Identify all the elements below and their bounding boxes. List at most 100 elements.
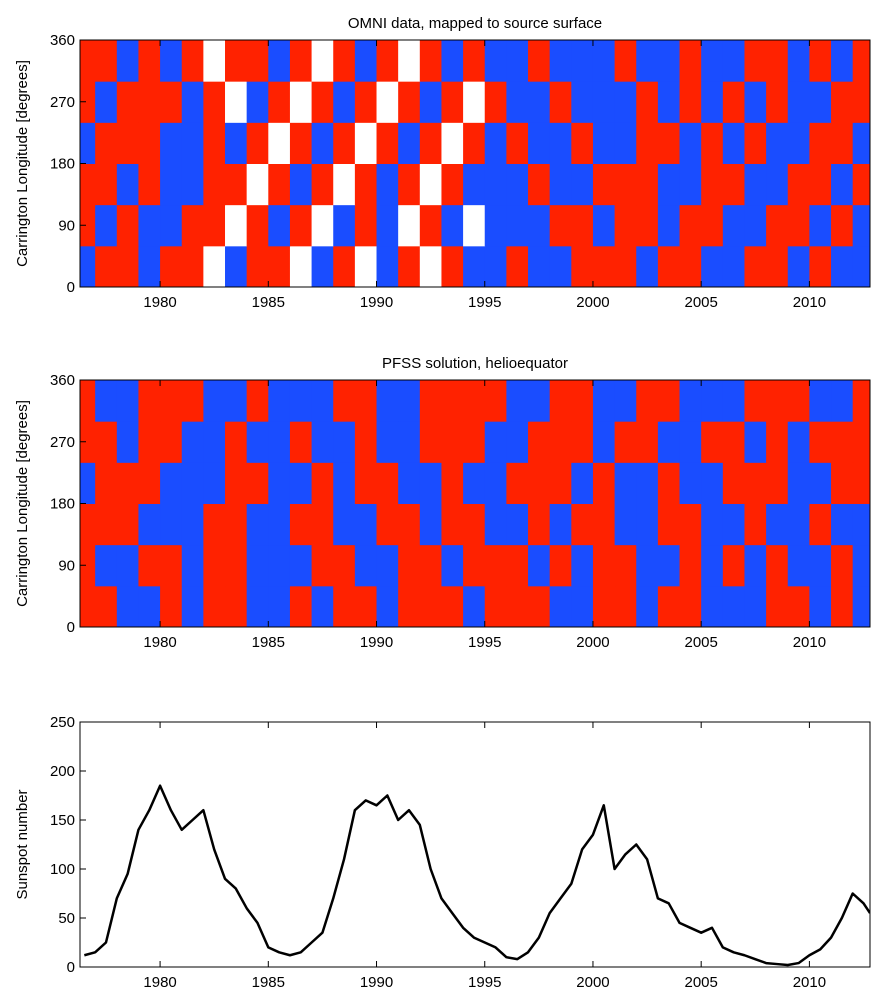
heatmap-cell (160, 163, 183, 206)
heatmap-cell (636, 204, 659, 247)
heatmap-cell (809, 245, 832, 287)
heatmap-cell (289, 380, 313, 422)
heatmap-cell (484, 462, 507, 504)
heatmap-cell (484, 585, 507, 627)
heatmap-cell (441, 163, 464, 206)
heatmap-cell (354, 585, 378, 627)
heatmap-cell (787, 462, 810, 504)
y-tick-label: 90 (58, 557, 75, 574)
heatmap-cell (787, 503, 810, 546)
x-tick-label: 1985 (252, 634, 285, 651)
plot-area (84, 784, 870, 967)
heatmap-cell (744, 163, 767, 206)
heatmap-cell (80, 585, 96, 627)
heatmap-cell (289, 204, 313, 247)
heatmap-cell (441, 380, 464, 422)
heatmap-cell (225, 245, 248, 287)
heatmap-cell (549, 122, 572, 164)
heatmap-cell (614, 421, 637, 463)
heatmap-cell (354, 421, 378, 463)
heatmap-cell (225, 421, 248, 463)
heatmap-cell (398, 421, 421, 463)
heatmap-cell (419, 585, 442, 627)
heatmap-cell (225, 380, 248, 422)
heatmap-cell (311, 585, 334, 627)
heatmap-cell (354, 81, 378, 123)
x-tick-label: 1990 (360, 974, 393, 991)
heatmap-cell (852, 503, 870, 546)
heatmap-cell (225, 503, 248, 546)
x-tick-label: 1980 (143, 294, 176, 311)
heatmap-cell (116, 204, 139, 247)
heatmap-cell (701, 40, 724, 82)
heatmap-cell (116, 544, 139, 587)
heatmap-cell (419, 245, 442, 287)
heatmap-cell (571, 122, 594, 164)
heatmap-cell (160, 245, 183, 287)
heatmap-cell (80, 421, 96, 463)
heatmap-cell (246, 204, 269, 247)
heatmap-cell (246, 380, 269, 422)
heatmap-cell (246, 245, 269, 287)
heatmap-cell (160, 204, 183, 247)
heatmap-cell (311, 462, 334, 504)
heatmap-cell (766, 462, 789, 504)
heatmap-cell (333, 204, 356, 247)
x-tick-label: 2010 (793, 974, 826, 991)
heatmap-cell (679, 380, 702, 422)
heatmap-cell (138, 421, 161, 463)
heatmap-cell (225, 40, 248, 82)
y-tick-label: 180 (50, 156, 75, 173)
heatmap-cell (571, 585, 594, 627)
heatmap-cell (528, 40, 551, 82)
heatmap-cell (679, 421, 702, 463)
heatmap-cell (311, 122, 334, 164)
heatmap-cell (766, 245, 789, 287)
heatmap-cell (506, 585, 529, 627)
heatmap-cell (95, 245, 118, 287)
heatmap-cell (787, 245, 810, 287)
heatmap-cell (289, 81, 313, 123)
heatmap-cell (333, 81, 356, 123)
heatmap-cell (679, 163, 702, 206)
heatmap-cell (376, 585, 399, 627)
heatmap-cell (463, 380, 486, 422)
heatmap-cell (138, 380, 161, 422)
x-tick-label: 1980 (143, 974, 176, 991)
heatmap-cell (657, 245, 681, 287)
heatmap-cell (592, 245, 616, 287)
heatmap-cell (592, 462, 616, 504)
heatmap-cell (571, 462, 594, 504)
heatmap-cell (787, 544, 810, 587)
heatmap-cell (95, 122, 118, 164)
heatmap-cell (528, 544, 551, 587)
heatmap-cell (80, 503, 96, 546)
heatmap-cell (398, 204, 421, 247)
heatmap-cell (592, 122, 616, 164)
heatmap-cell (701, 163, 724, 206)
heatmap-cell (722, 585, 745, 627)
heatmap-cell (744, 122, 767, 164)
heatmap-cell (181, 421, 204, 463)
heatmap-cell (636, 503, 659, 546)
heatmap-cell (787, 40, 810, 82)
heatmap-cell (831, 380, 854, 422)
heatmap-cell (419, 421, 442, 463)
heatmap-cell (744, 544, 767, 587)
heatmap-cell (268, 380, 291, 422)
heatmap-cell (311, 81, 334, 123)
heatmap-cell (701, 544, 724, 587)
heatmap-cell (138, 163, 161, 206)
heatmap-cell (636, 421, 659, 463)
x-tick-label: 1990 (360, 634, 393, 651)
heatmap-cell (744, 40, 767, 82)
heatmap-cell (441, 585, 464, 627)
heatmap-cell (311, 163, 334, 206)
heatmap-cell (701, 421, 724, 463)
heatmap-cell (95, 380, 118, 422)
heatmap-cell (181, 462, 204, 504)
heatmap-cell (549, 462, 572, 504)
heatmap-cell (138, 81, 161, 123)
heatmap-cell (398, 163, 421, 206)
